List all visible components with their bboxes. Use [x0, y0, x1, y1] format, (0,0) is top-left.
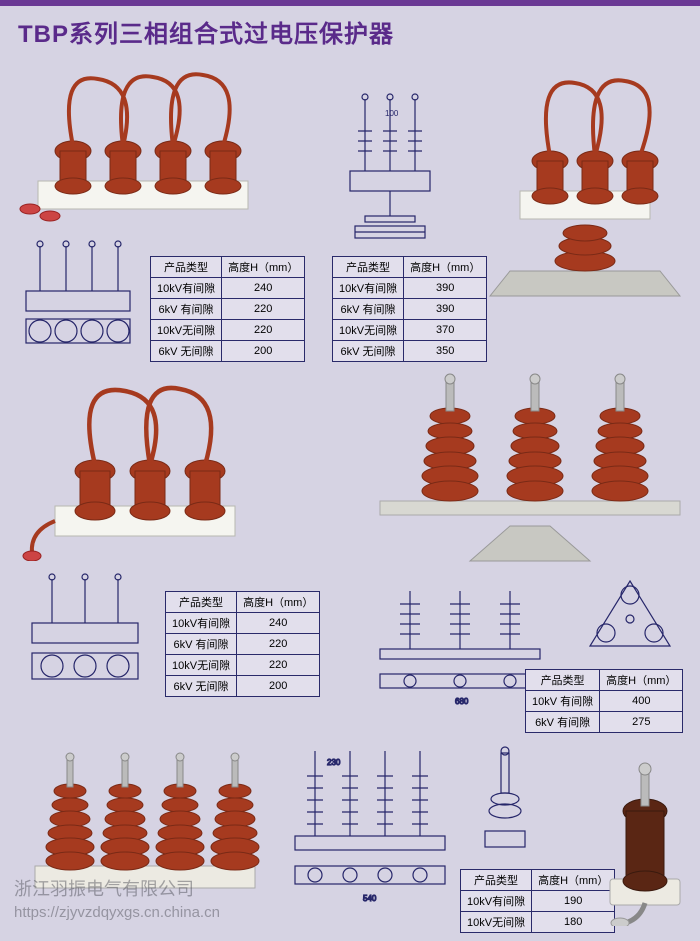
cell: 220	[237, 655, 320, 676]
cell: 400	[600, 691, 683, 712]
th-height: 高度H（mm）	[237, 592, 320, 613]
cell: 6kV 有间隙	[151, 299, 222, 320]
th-height: 高度H（mm）	[600, 670, 683, 691]
product-4unit	[18, 61, 268, 236]
spec-table-4: 产品类型高度H（mm） 10kV 有间隙400 6kV 有间隙275	[525, 669, 683, 733]
cell: 6kV 无间隙	[151, 341, 222, 362]
schematic-4shed-bar: 540 230	[285, 741, 455, 911]
cell: 10kV有间隙	[166, 613, 237, 634]
cell: 10kV有间隙	[333, 278, 404, 299]
schematic-3unit	[20, 571, 150, 686]
cell: 10kV无间隙	[151, 320, 222, 341]
cell: 220	[222, 299, 305, 320]
cell: 10kV有间隙	[151, 278, 222, 299]
spec-table-3: 产品类型高度H（mm） 10kV有间隙240 6kV 有间隙220 10kV无间…	[165, 591, 320, 697]
product-3unit-pedestal	[480, 61, 690, 326]
cell: 10kV 有间隙	[526, 691, 600, 712]
th-height: 高度H（mm）	[404, 257, 487, 278]
page-title: TBP系列三相组合式过电压保护器	[0, 6, 700, 61]
schematic-triangle-plan	[580, 571, 680, 661]
cell: 350	[404, 341, 487, 362]
product-3shed-rail	[370, 361, 690, 576]
cell: 240	[237, 613, 320, 634]
cell: 240	[222, 278, 305, 299]
spec-table-1: 产品类型高度H（mm） 10kV有间隙240 6kV 有间隙220 10kV无间…	[150, 256, 305, 362]
th-type: 产品类型	[526, 670, 600, 691]
cell: 6kV 有间隙	[526, 712, 600, 733]
cell: 275	[600, 712, 683, 733]
svg-text:100: 100	[385, 109, 399, 118]
cell: 220	[237, 634, 320, 655]
cell: 10kV无间隙	[461, 912, 532, 933]
th-type: 产品类型	[333, 257, 404, 278]
cell: 6kV 无间隙	[166, 676, 237, 697]
cell: 6kV 有间隙	[166, 634, 237, 655]
product-3unit	[20, 371, 280, 566]
schematic-4unit	[18, 236, 138, 346]
th-type: 产品类型	[151, 257, 222, 278]
cell: 10kV无间隙	[166, 655, 237, 676]
content-area: 产品类型高度H（mm） 10kV有间隙240 6kV 有间隙220 10kV无间…	[0, 61, 700, 941]
th-type: 产品类型	[166, 592, 237, 613]
svg-text:680: 680	[455, 697, 469, 706]
cell: 10kV有间隙	[461, 891, 532, 912]
cell: 10kV无间隙	[333, 320, 404, 341]
spec-table-2: 产品类型高度H（mm） 10kV有间隙390 6kV 有间隙390 10kV无间…	[332, 256, 487, 362]
cell: 220	[222, 320, 305, 341]
schematic-single	[470, 741, 540, 861]
schematic-3unit-tall: 100	[330, 91, 450, 241]
cell: 390	[404, 299, 487, 320]
cell: 370	[404, 320, 487, 341]
cell: 6kV 有间隙	[333, 299, 404, 320]
cell: 200	[237, 676, 320, 697]
svg-text:540: 540	[363, 894, 377, 903]
schematic-3shed-rail: 680	[370, 579, 550, 709]
cell: 390	[404, 278, 487, 299]
th-type: 产品类型	[461, 870, 532, 891]
svg-text:230: 230	[327, 758, 341, 767]
product-4shed-bar	[20, 731, 270, 906]
cell: 200	[222, 341, 305, 362]
cell: 6kV 无间隙	[333, 341, 404, 362]
product-single	[590, 751, 700, 931]
th-height: 高度H（mm）	[222, 257, 305, 278]
